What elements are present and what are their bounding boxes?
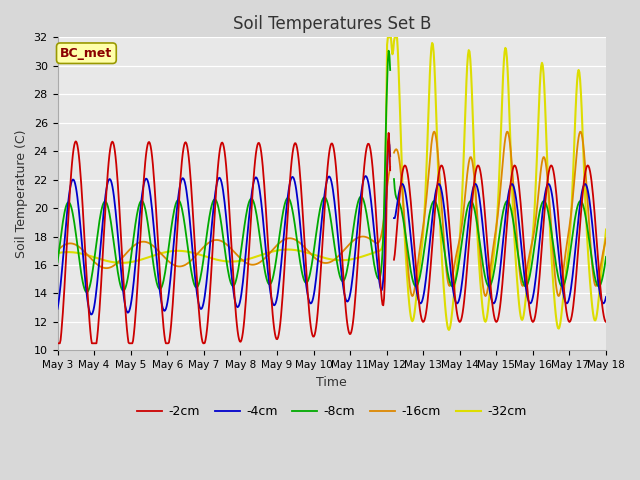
-4cm xyxy=(602,294,610,300)
-32cm xyxy=(63,249,71,255)
Line: -32cm: -32cm xyxy=(58,37,606,330)
-16cm xyxy=(602,236,610,241)
-2cm xyxy=(120,284,128,290)
-16cm xyxy=(120,253,128,259)
-16cm xyxy=(399,198,407,204)
-2cm xyxy=(399,166,407,172)
-8cm xyxy=(63,200,71,206)
-32cm xyxy=(602,227,610,232)
-8cm xyxy=(176,198,184,204)
-2cm xyxy=(415,300,423,306)
-2cm xyxy=(176,188,184,193)
-4cm xyxy=(54,306,61,312)
-2cm xyxy=(63,230,71,236)
Text: BC_met: BC_met xyxy=(60,47,113,60)
-16cm xyxy=(415,251,423,257)
-4cm xyxy=(120,295,128,300)
-4cm xyxy=(399,182,407,188)
-2cm xyxy=(205,309,212,315)
Line: -2cm: -2cm xyxy=(58,133,606,343)
Line: -4cm: -4cm xyxy=(58,143,606,314)
-16cm xyxy=(205,240,212,246)
-4cm xyxy=(415,299,423,305)
-16cm xyxy=(176,264,184,269)
-4cm xyxy=(63,206,71,212)
-8cm xyxy=(399,216,407,222)
-32cm xyxy=(205,254,212,260)
Line: -8cm: -8cm xyxy=(58,51,606,292)
-8cm xyxy=(205,219,212,225)
X-axis label: Time: Time xyxy=(316,376,347,389)
-32cm xyxy=(415,267,423,273)
-16cm xyxy=(54,248,61,253)
-8cm xyxy=(602,254,610,260)
Legend: -2cm, -4cm, -8cm, -16cm, -32cm: -2cm, -4cm, -8cm, -16cm, -32cm xyxy=(132,400,532,423)
-32cm xyxy=(445,327,452,333)
-4cm xyxy=(176,185,184,191)
-4cm xyxy=(205,258,212,264)
-32cm xyxy=(399,199,407,205)
-2cm xyxy=(602,319,610,325)
-32cm xyxy=(176,248,184,254)
-8cm xyxy=(415,277,423,283)
-16cm xyxy=(63,241,71,247)
-8cm xyxy=(120,288,128,293)
-32cm xyxy=(384,35,392,40)
Y-axis label: Soil Temperature (C): Soil Temperature (C) xyxy=(15,130,28,258)
-2cm xyxy=(54,340,61,346)
-32cm xyxy=(120,260,128,266)
-8cm xyxy=(54,259,61,265)
Title: Soil Temperatures Set B: Soil Temperatures Set B xyxy=(232,15,431,33)
Line: -16cm: -16cm xyxy=(58,132,606,296)
-32cm xyxy=(54,250,61,256)
